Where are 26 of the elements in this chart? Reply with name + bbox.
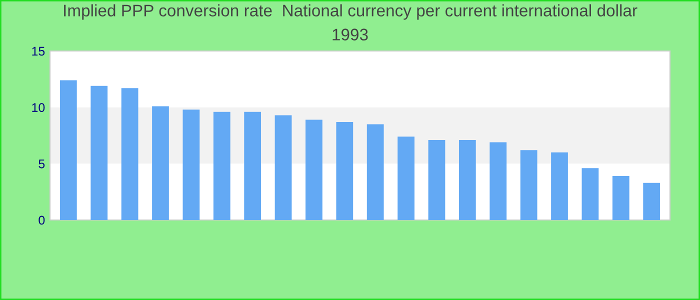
bar [244, 112, 262, 220]
bar [60, 80, 77, 220]
bar [551, 152, 568, 220]
bar [520, 150, 538, 220]
y-tick-label: 10 [32, 103, 45, 112]
chart-subtitle: 1993 [332, 28, 368, 40]
bar [582, 168, 599, 220]
y-tick-label: 5 [38, 160, 45, 168]
bar [366, 124, 384, 220]
bar [428, 140, 446, 220]
y-tick-label: 15 [32, 46, 45, 56]
bar [274, 115, 292, 220]
bar [121, 88, 138, 220]
bar [336, 122, 354, 220]
bar [90, 86, 108, 220]
y-tick-label: 0 [38, 216, 45, 225]
bar [182, 110, 200, 220]
bar [458, 140, 476, 220]
bar [643, 182, 660, 220]
chart-title: Implied PPP conversion rate National currency per current international dollar [64, 4, 638, 20]
bar [152, 106, 169, 220]
bar [213, 112, 230, 220]
bar [490, 142, 507, 220]
bar [612, 176, 630, 220]
bar [306, 120, 322, 220]
bar [398, 136, 414, 220]
